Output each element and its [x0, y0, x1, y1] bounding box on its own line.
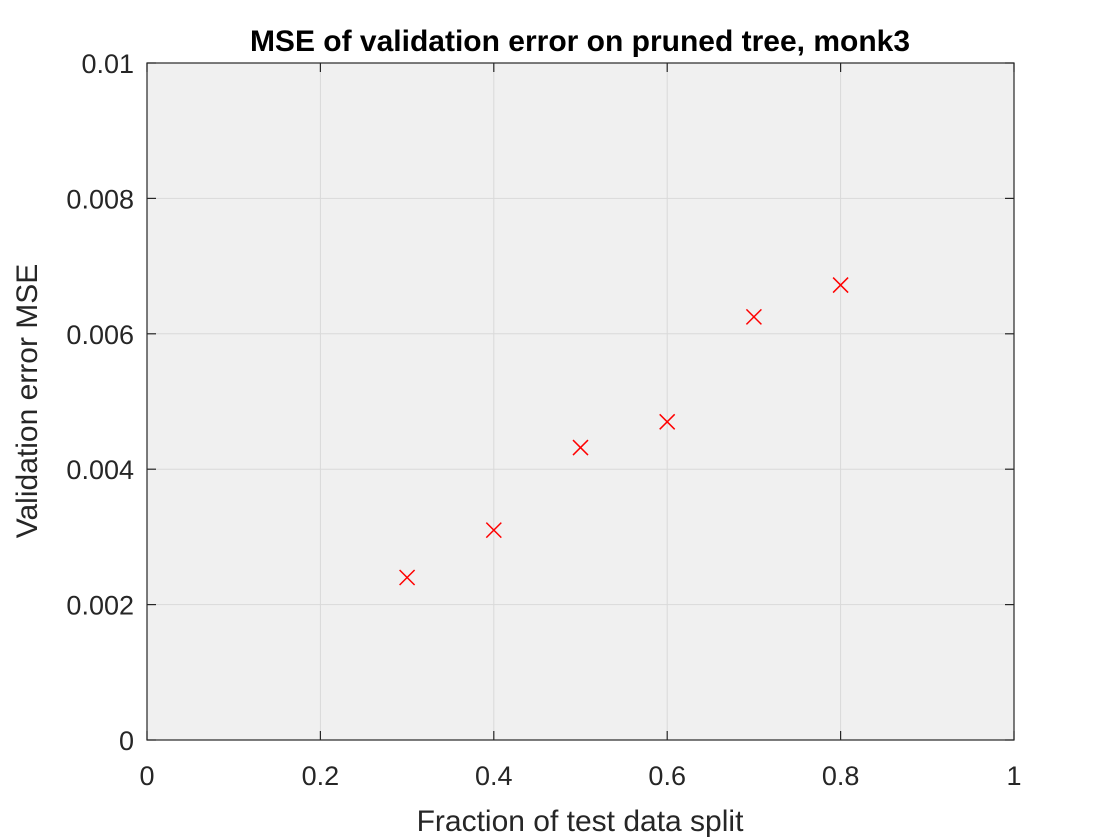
y-tick-label: 0.01 [81, 49, 134, 79]
x-axis-label: Fraction of test data split [417, 805, 744, 838]
chart-title: MSE of validation error on pruned tree, … [250, 25, 910, 58]
y-tick-label: 0.002 [66, 591, 134, 621]
x-tick-label: 0.8 [822, 761, 860, 791]
y-tick-label: 0 [119, 726, 134, 756]
data-point [832, 277, 849, 294]
data-point [659, 413, 676, 430]
x-tick-label: 0.2 [302, 761, 340, 791]
grid-lines [146, 62, 1015, 741]
y-tick-labels: 0 0.002 0.004 0.006 0.008 0.01 [66, 49, 134, 756]
y-tick-label: 0.008 [66, 184, 134, 214]
y-tick-label: 0.006 [66, 320, 134, 350]
y-axis-label: Validation error MSE [11, 264, 44, 539]
y-tick-label: 0.004 [66, 455, 134, 485]
plot-frame [146, 62, 1015, 741]
x-tick-label: 1 [1006, 761, 1021, 791]
data-points [399, 277, 849, 586]
x-tick-label: 0.6 [648, 761, 686, 791]
data-point [745, 308, 762, 325]
x-tick-labels: 0 0.2 0.4 0.6 0.8 1 [139, 761, 1021, 791]
data-point [399, 569, 416, 586]
x-tick-label: 0.4 [475, 761, 513, 791]
x-tick-label: 0 [139, 761, 154, 791]
data-point [485, 522, 502, 539]
plot-area [147, 63, 1014, 740]
data-point [572, 439, 589, 456]
